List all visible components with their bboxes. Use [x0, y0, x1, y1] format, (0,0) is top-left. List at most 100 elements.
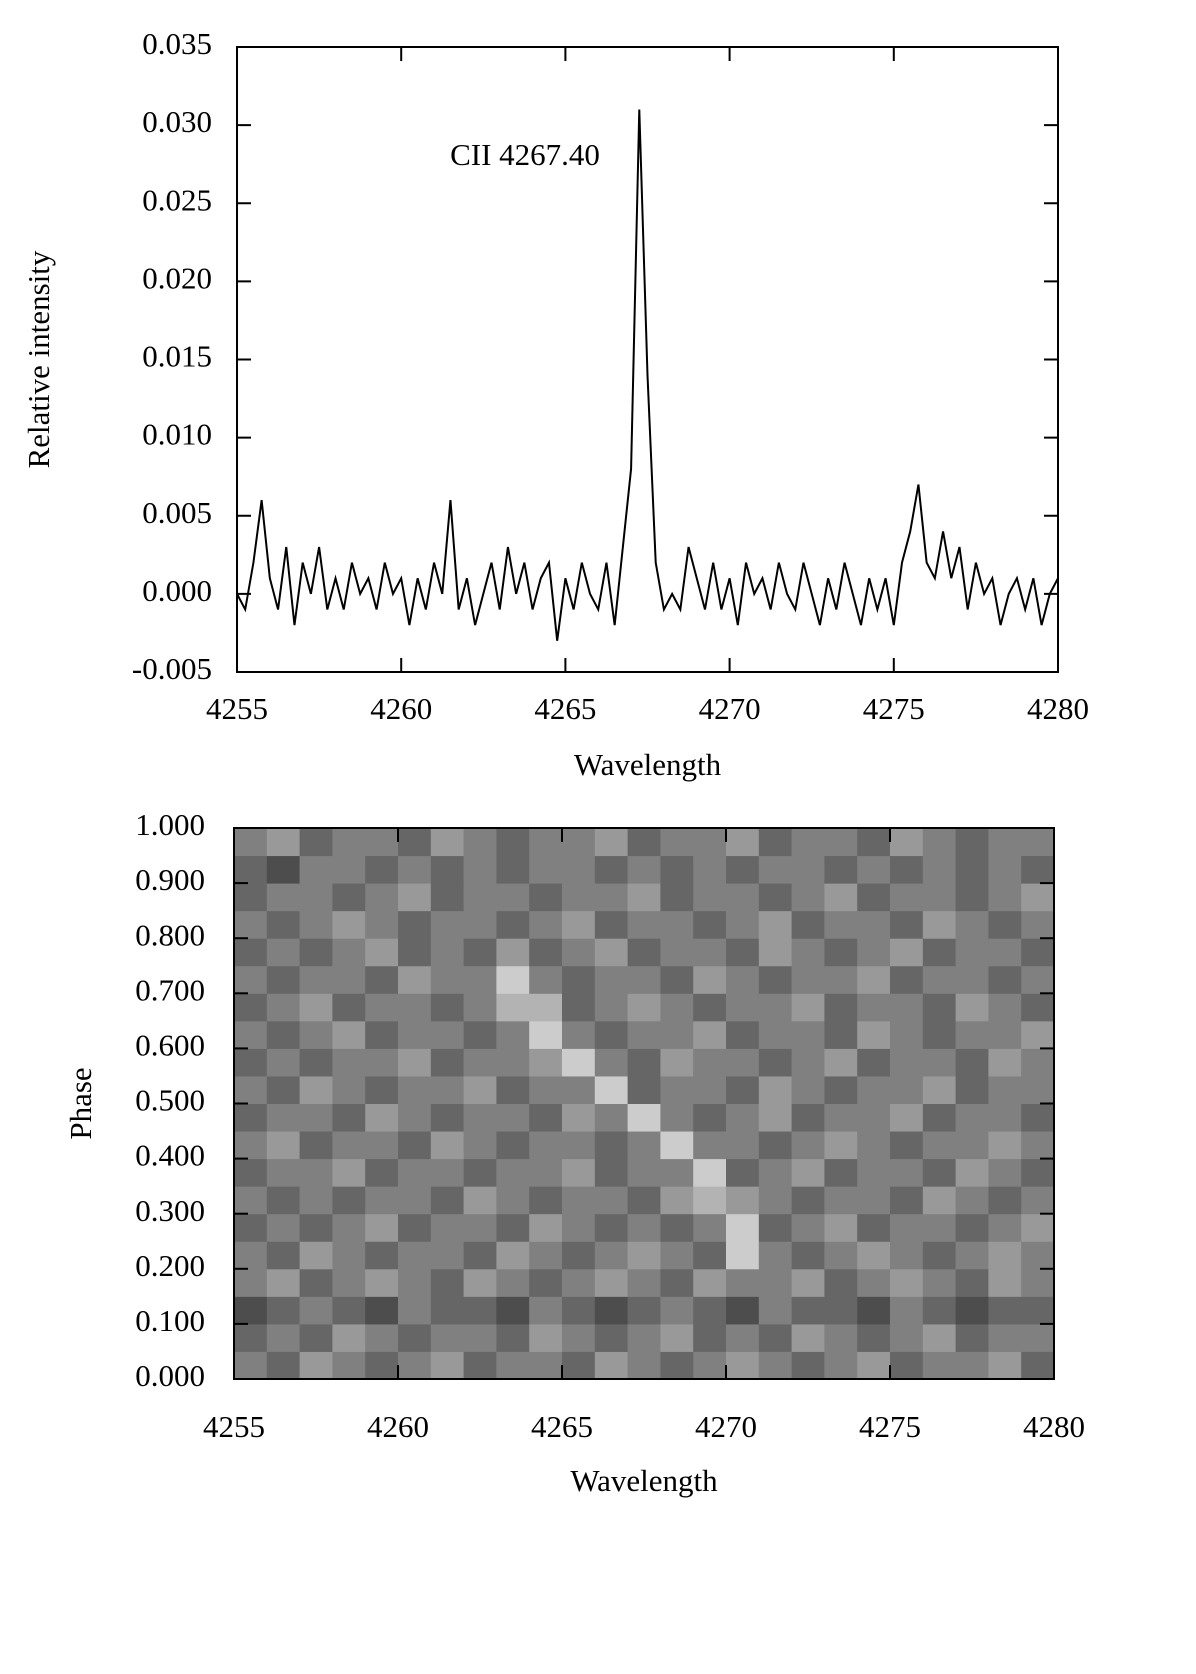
heatmap-cell — [693, 883, 727, 912]
heatmap-cell — [332, 1103, 366, 1132]
heatmap-cell — [758, 1075, 793, 1104]
heatmap-cell — [791, 993, 825, 1022]
heatmap-cell — [660, 1241, 694, 1270]
heatmap-cell — [463, 855, 497, 884]
heatmap-cell — [529, 1213, 563, 1242]
heatmap-cell — [562, 965, 596, 994]
heatmap-cell — [791, 828, 825, 857]
heatmap-cell — [857, 1103, 891, 1132]
heatmap-cell — [594, 1351, 629, 1380]
heatmap-cell — [299, 1020, 333, 1049]
heatmap-cell — [430, 1268, 465, 1297]
heatmap-cell — [955, 1323, 989, 1352]
heatmap-cell — [299, 1186, 333, 1215]
heatmap-cell — [726, 1158, 760, 1187]
y-tick-label: 0.900 — [135, 862, 205, 897]
heatmap-cell — [365, 1020, 399, 1049]
heatmap-cell — [693, 1020, 727, 1049]
y-tick-label: 1.000 — [135, 807, 205, 842]
heatmap-cell — [398, 1213, 432, 1242]
heatmap-cell — [496, 910, 530, 939]
heatmap-cell — [988, 910, 1022, 939]
heatmap-cell — [430, 828, 465, 857]
heatmap-cell — [430, 993, 465, 1022]
annotation: CII 4267.40 — [450, 137, 600, 172]
heatmap-cell — [496, 1048, 530, 1077]
heatmap-cell — [234, 828, 268, 857]
heatmap-cell — [1021, 855, 1055, 884]
heatmap-cell — [693, 993, 727, 1022]
heatmap-cell — [398, 883, 432, 912]
heatmap-cell — [594, 1213, 629, 1242]
heatmap-cell — [529, 828, 563, 857]
heatmap-cell — [922, 1158, 957, 1187]
heatmap-cell — [627, 1241, 661, 1270]
heatmap-cell — [660, 938, 694, 967]
heatmap-cell — [463, 993, 497, 1022]
heatmap-cell — [791, 1268, 825, 1297]
heatmap-cell — [988, 1158, 1022, 1187]
heatmap-cell — [398, 1075, 432, 1104]
heatmap-cell — [234, 1268, 268, 1297]
heatmap-cell — [398, 1323, 432, 1352]
heatmap-cell — [398, 938, 432, 967]
heatmap-cell — [824, 1103, 858, 1132]
heatmap-cell — [726, 993, 760, 1022]
heatmap-cell — [627, 993, 661, 1022]
heatmap-cell — [266, 1020, 301, 1049]
heatmap-cell — [430, 965, 465, 994]
heatmap-cell — [824, 1323, 858, 1352]
heatmap-cell — [332, 1351, 366, 1380]
heatmap-cell — [922, 910, 957, 939]
heatmap-cell — [1021, 1241, 1055, 1270]
heatmap-cell — [398, 1158, 432, 1187]
heatmap-cell — [430, 855, 465, 884]
heatmap-cell — [562, 1351, 596, 1380]
heatmap-cell — [332, 1186, 366, 1215]
heatmap-cell — [758, 883, 793, 912]
heatmap-cell — [791, 1048, 825, 1077]
heatmap-cell — [791, 883, 825, 912]
heatmap-cell — [299, 965, 333, 994]
heatmap-cell — [365, 1241, 399, 1270]
heatmap-cell — [594, 1323, 629, 1352]
heatmap-cell — [234, 855, 268, 884]
heatmap-cell — [988, 938, 1022, 967]
heatmap-cell — [791, 1158, 825, 1187]
heatmap-cell — [529, 1048, 563, 1077]
y-tick-label: 0.800 — [135, 917, 205, 952]
heatmap-cell — [791, 1075, 825, 1104]
heatmap-cell — [463, 938, 497, 967]
heatmap-cell — [660, 1186, 694, 1215]
heatmap-cell — [791, 1103, 825, 1132]
heatmap-cell — [857, 1323, 891, 1352]
heatmap-cell — [463, 1323, 497, 1352]
heatmap-cell — [1021, 1268, 1055, 1297]
heatmap-cell — [890, 883, 924, 912]
y-axis-label: Relative intensity — [21, 250, 56, 468]
heatmap-cell — [594, 1020, 629, 1049]
heatmap-cell — [922, 1268, 957, 1297]
heatmap-cell — [758, 910, 793, 939]
y-tick-label: 0.020 — [142, 260, 212, 295]
heatmap-cell — [1021, 938, 1055, 967]
heatmap-cell — [758, 993, 793, 1022]
heatmap-cell — [562, 1268, 596, 1297]
heatmap-cell — [955, 1158, 989, 1187]
heatmap-cell — [890, 993, 924, 1022]
heatmap-cell — [922, 1296, 957, 1325]
heatmap-cell — [562, 883, 596, 912]
heatmap-cell — [857, 993, 891, 1022]
heatmap-cell — [234, 1296, 268, 1325]
heatmap-cell — [890, 1186, 924, 1215]
heatmap-cell — [1021, 1048, 1055, 1077]
heatmap-cell — [758, 1048, 793, 1077]
heatmap-cell — [266, 1241, 301, 1270]
heatmap-cell — [266, 1351, 301, 1380]
heatmap-cell — [693, 910, 727, 939]
heatmap-cell — [299, 828, 333, 857]
heatmap-cell — [922, 855, 957, 884]
heatmap-cell — [463, 1296, 497, 1325]
heatmap-cell — [627, 910, 661, 939]
heatmap-cell — [299, 1103, 333, 1132]
